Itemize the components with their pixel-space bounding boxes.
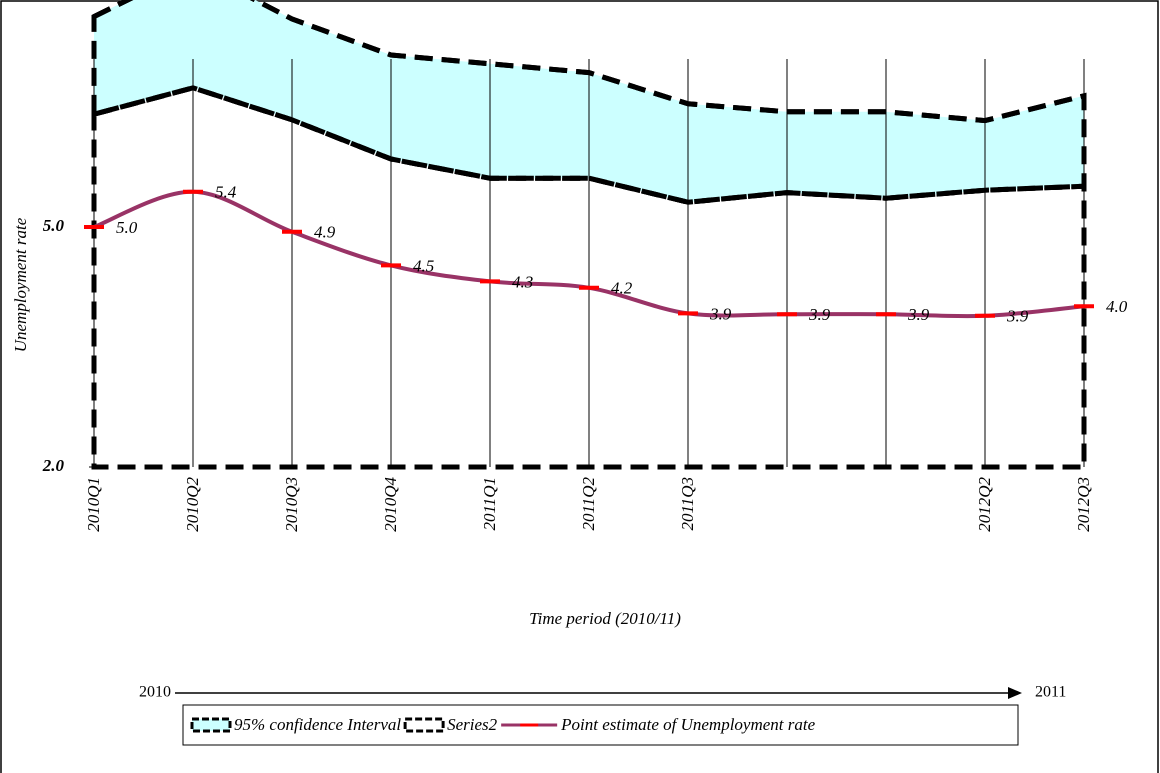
data-label: 5.0 <box>116 218 138 237</box>
legend-swatch <box>190 717 232 733</box>
y-axis-title: Unemployment rate <box>11 217 30 352</box>
y-tick-label: 2.0 <box>42 456 65 475</box>
x-tick-label: 2010Q1 <box>84 477 103 532</box>
legend: 95% confidence Interval Series2 Point esti… <box>190 715 816 734</box>
x-tick-label: 2012Q2 <box>975 477 994 532</box>
data-label: 4.9 <box>314 223 336 242</box>
legend-label: Point estimate of Unemployment rate <box>560 715 815 734</box>
data-label: 3.9 <box>709 304 732 323</box>
x-tick-label: 2011Q3 <box>678 477 697 531</box>
data-label: 4.0 <box>1106 297 1128 316</box>
x-tick-label: 2010Q3 <box>282 477 301 532</box>
data-label: 3.9 <box>808 305 831 324</box>
data-label: 5.4 <box>215 183 237 202</box>
timeline-end: 2011 <box>1035 684 1066 701</box>
legend-box <box>182 704 1019 746</box>
x-tick-label: 2011Q2 <box>579 477 598 531</box>
data-label: 4.2 <box>611 279 633 298</box>
legend-label: Series2 <box>447 715 498 734</box>
x-tick-label: 2010Q4 <box>381 477 400 532</box>
data-label: 4.3 <box>512 272 533 291</box>
data-label: 3.9 <box>907 305 930 324</box>
timeline-start: 2010 <box>139 684 171 701</box>
plot-area: 2010Q1 2010Q2 2010Q3 2010Q4 2011Q1 2011Q2 2011… <box>42 0 1128 532</box>
x-tick-label: 2011Q1 <box>480 477 499 531</box>
timeline-arrowhead <box>1008 687 1022 699</box>
legend-swatch <box>403 717 445 733</box>
x-axis-title: Time period (2010/11) <box>529 609 681 628</box>
x-tick-label: 2012Q3 <box>1074 477 1093 532</box>
y-tick-label: 5.0 <box>43 216 65 235</box>
data-label: 3.9 <box>1006 307 1029 326</box>
area-edge <box>93 85 1085 205</box>
data-label: 4.5 <box>413 256 434 275</box>
x-tick-label: 2010Q2 <box>183 477 202 532</box>
area-edge <box>92 0 1085 124</box>
legend-label: 95% confidence Interval <box>234 715 401 734</box>
